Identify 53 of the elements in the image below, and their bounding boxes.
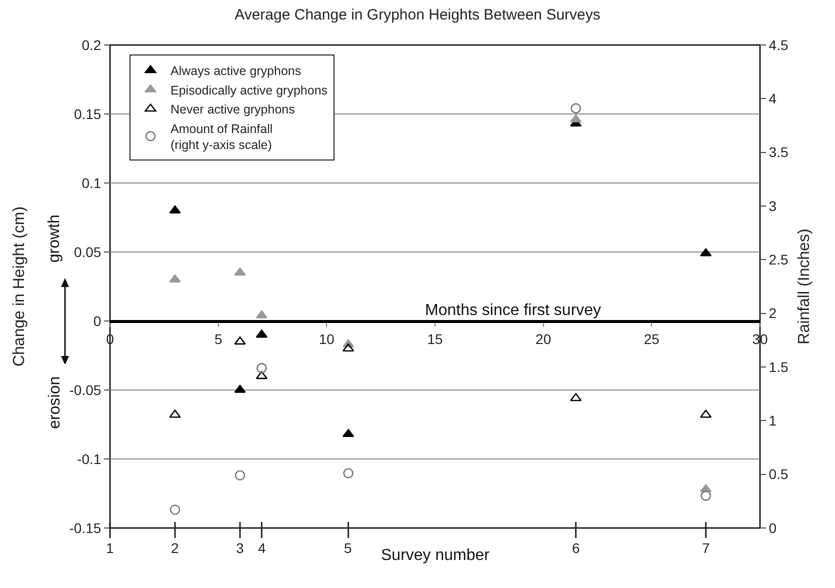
text: 1 xyxy=(106,540,114,556)
point xyxy=(234,268,246,276)
point xyxy=(343,468,354,478)
point xyxy=(169,274,181,282)
legend-label: Amount of Rainfall (right y-axis scale) xyxy=(170,122,273,152)
y2-tick-label: 2.5 xyxy=(768,252,788,268)
point xyxy=(169,410,181,418)
y2-tick-label: 3.5 xyxy=(768,144,788,160)
y2-tick-label: 4 xyxy=(768,90,777,107)
point xyxy=(234,470,246,481)
legend-label: Never active gryphons xyxy=(170,102,295,117)
text: 7 xyxy=(702,540,710,556)
point xyxy=(169,205,181,214)
y-tick-label: 0 xyxy=(93,312,102,329)
y-tick-label: 0.2 xyxy=(82,36,102,53)
x-tick-label: 5 xyxy=(214,330,222,347)
y-tick-label: 0.1 xyxy=(82,174,102,191)
y-axis-title: Change in Height (cm) xyxy=(11,206,28,367)
x-tick-label: 20 xyxy=(536,330,552,347)
text: 3 xyxy=(236,540,244,556)
y-tick-label: -0.05 xyxy=(69,382,102,398)
text: 5 xyxy=(344,540,352,556)
y2-tick-label: 4.5 xyxy=(768,36,788,53)
text: 4 xyxy=(258,540,266,556)
y2-axis-title: Rainfall (Inches) xyxy=(796,228,814,344)
x-tick-label: 25 xyxy=(644,330,660,347)
y2-tick-label: 0 xyxy=(768,520,777,536)
y-tick-label: -0.15 xyxy=(69,520,102,536)
y-tick-label: 0.15 xyxy=(74,106,102,122)
text: erosion xyxy=(46,376,64,429)
chart-title: Average Change in Gryphon Heights Between Surveys xyxy=(234,6,600,24)
text: 2 xyxy=(171,540,179,556)
x-tick-label: 10 xyxy=(318,330,335,347)
point xyxy=(570,103,581,114)
point xyxy=(700,490,711,501)
text: growth xyxy=(46,214,63,263)
text: Survey number xyxy=(381,547,490,564)
y2-tick-label: 1.5 xyxy=(768,358,788,375)
y-tick-label: -0.1 xyxy=(77,450,102,467)
y2-tick-label: 1 xyxy=(768,412,777,429)
y-tick-label: 0.05 xyxy=(74,244,102,260)
x-tick-label: 15 xyxy=(427,330,443,347)
point xyxy=(256,362,267,374)
point xyxy=(234,336,246,345)
y2-tick-label: 0.5 xyxy=(768,466,788,482)
text: 6 xyxy=(572,540,580,556)
legend-label: Always active gryphons xyxy=(170,64,302,78)
x-axis-title: Months since first survey xyxy=(425,302,602,319)
point xyxy=(234,384,246,393)
legend-label: Episodically active gryphons xyxy=(170,83,328,98)
y2-tick-label: 2 xyxy=(768,305,777,322)
y2-tick-label: 3 xyxy=(768,198,777,214)
point xyxy=(170,504,180,515)
